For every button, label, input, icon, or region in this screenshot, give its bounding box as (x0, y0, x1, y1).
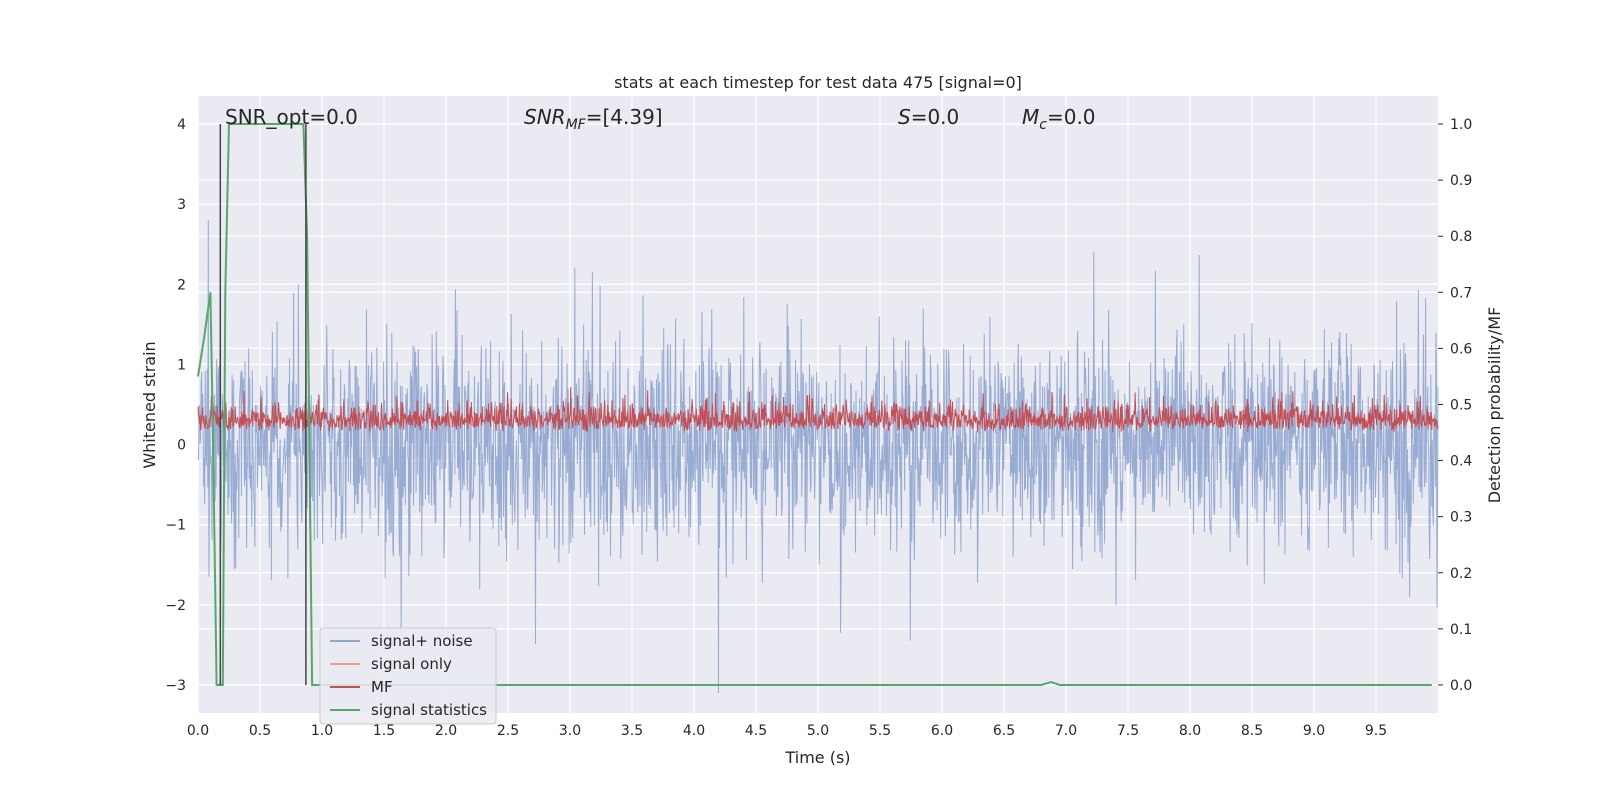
y-tick-label: −2 (165, 598, 186, 614)
x-tick-label: 4.0 (683, 723, 705, 739)
y2-tick-label: 0.4 (1450, 454, 1472, 470)
legend-label-mf: MF (371, 678, 393, 696)
x-tick-label: 0.5 (249, 723, 271, 739)
y2-tick-labels: 0.0 0.1 0.2 0.3 0.4 0.5 0.6 0.7 0.8 0.9 1.0 (1438, 117, 1472, 694)
x-tick-label: 9.0 (1303, 723, 1325, 739)
signal-statistics-line (197, 123, 1432, 686)
grid-lines (197, 96, 1438, 713)
legend-label-statistics: signal statistics (371, 701, 487, 719)
y2-tick-label: 0.7 (1450, 285, 1472, 301)
x-tick-label: 9.5 (1365, 723, 1387, 739)
x-tick-label: 5.5 (869, 723, 891, 739)
mc-value: =0.0 (1047, 105, 1096, 129)
y2-tick-label: 0.6 (1450, 341, 1472, 357)
x-tick-label: 3.5 (621, 723, 643, 739)
y2-tick-label: 0.9 (1450, 173, 1472, 189)
snr-mf-annotation: SNRMF=[4.39] (524, 105, 663, 133)
mf-series (197, 386, 1439, 433)
x-tick-label: 1.0 (311, 723, 333, 739)
y-tick-label: 0 (177, 438, 186, 454)
x-tick-label: 8.0 (1179, 723, 1201, 739)
x-tick-label: 0.0 (187, 723, 209, 739)
x-tick-label: 2.5 (497, 723, 519, 739)
y2-tick-label: 0.3 (1450, 510, 1472, 526)
x-tick-label: 8.5 (1241, 723, 1263, 739)
y-tick-label: 2 (177, 277, 186, 293)
y-axis-label: Whitened strain (140, 341, 159, 468)
y-tick-label: 1 (177, 357, 186, 373)
legend-label-noise: signal+ noise (371, 632, 473, 650)
snr-mf-value: =[4.39] (586, 105, 663, 129)
y2-tick-label: 0.5 (1450, 398, 1472, 414)
legend-label-signal: signal only (371, 655, 452, 673)
signal-noise-series (197, 219, 1439, 694)
mc-annotation: Mc=0.0 (1022, 105, 1096, 133)
s-value: =0.0 (911, 105, 960, 129)
x-tick-label: 7.0 (1055, 723, 1077, 739)
y2-tick-label: 0.8 (1450, 229, 1472, 245)
legend: signal+ noise signal only MF signal stat… (319, 627, 497, 725)
signal-statistics-series (197, 123, 1432, 686)
snr-mf-subscript: MF (566, 117, 587, 133)
x-tick-label: 5.0 (807, 723, 829, 739)
s-symbol: S (898, 105, 911, 129)
x-tick-label: 3.0 (559, 723, 581, 739)
snr-mf-symbol: SNR (524, 105, 566, 129)
mc-symbol: M (1022, 105, 1039, 129)
y-tick-label: 4 (177, 117, 186, 133)
x-tick-label: 6.0 (931, 723, 953, 739)
y2-tick-label: 0.1 (1450, 622, 1472, 638)
y-tick-label: −3 (165, 678, 186, 694)
y2-axis-label: Detection probability/MF (1485, 307, 1504, 504)
s-annotation: S=0.0 (898, 105, 959, 129)
y-tick-label: 3 (177, 197, 186, 213)
vertical-markers (219, 124, 307, 685)
mf-line (197, 386, 1439, 433)
x-tick-label: 6.5 (993, 723, 1015, 739)
snr-opt-annotation: SNR_opt=0.0 (225, 105, 358, 129)
y2-tick-label: 1.0 (1450, 117, 1472, 133)
legend-box (319, 627, 497, 725)
x-tick-label: 2.0 (435, 723, 457, 739)
x-axis-label: Time (s) (784, 748, 850, 767)
x-tick-label: 4.5 (745, 723, 767, 739)
x-tick-labels: 0.0 0.5 1.0 1.5 2.0 2.5 3.0 3.5 4.0 4.5 5.0 5.5 6.0 6… (187, 723, 1387, 739)
x-tick-label: 1.5 (373, 723, 395, 739)
signal-noise-line (197, 219, 1439, 694)
y2-tick-label: 0.0 (1450, 678, 1472, 694)
y-tick-labels: −3 −2 −1 0 1 2 3 4 (165, 117, 186, 694)
chart-title: stats at each timestep for test data 475… (614, 73, 1022, 92)
x-tick-label: 7.5 (1117, 723, 1139, 739)
y2-tick-label: 0.2 (1450, 566, 1472, 582)
y-tick-label: −1 (165, 518, 186, 534)
mc-subscript: c (1039, 117, 1047, 133)
